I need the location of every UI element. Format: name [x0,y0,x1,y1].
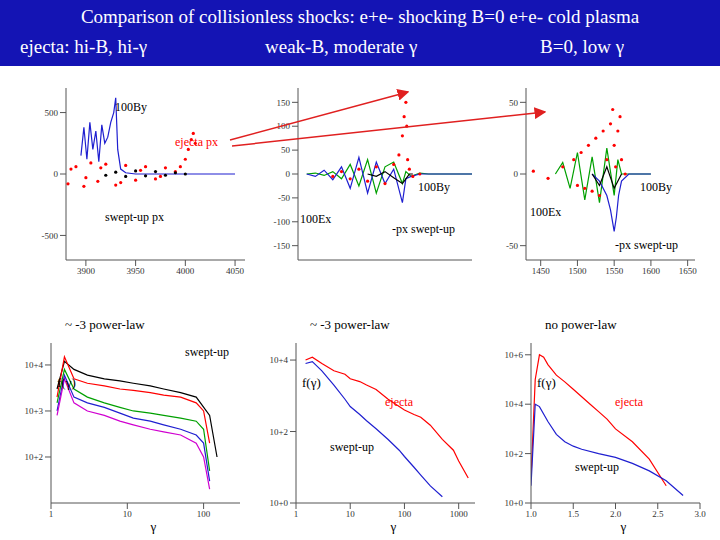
svg-text:100: 100 [197,509,211,519]
svg-text:10+4: 10+4 [269,355,288,365]
html-text:γ: γ [620,519,627,534]
svg-text:-50: -50 [278,193,290,203]
svg-text:0: 0 [54,169,59,179]
svg-text:3.0: 3.0 [694,509,706,519]
html-text:Comparison of collisionless sh: Comparison of collisionless shocks: e+e-… [80,6,640,27]
html-text:ejecta: ejecta [615,395,643,409]
svg-text:10+3: 10+3 [24,406,43,416]
html-text:B=0, low γ: B=0, low γ [540,36,624,57]
svg-text:3900: 3900 [77,266,96,276]
html-text:weak-B, moderate γ: weak-B, moderate γ [265,36,418,57]
html-text:ejecta px: ejecta px [175,135,218,149]
svg-text:50: 50 [281,145,291,155]
html-text:f(γ): f(γ) [57,375,76,390]
html-text:~ -3 power-law: ~ -3 power-law [65,317,145,332]
svg-text:10+4: 10+4 [24,360,43,370]
html-text:swept-up: swept-up [575,460,619,474]
svg-text:1.5: 1.5 [568,509,580,519]
svg-text:1450: 1450 [532,266,551,276]
svg-text:1.0: 1.0 [525,509,537,519]
svg-text:10+0: 10+0 [269,498,288,508]
svg-text:3950: 3950 [127,266,146,276]
html-text:100Ex: 100Ex [300,212,332,226]
html-text:γ: γ [150,519,157,534]
svg-text:4050: 4050 [226,266,245,276]
svg-text:2.5: 2.5 [652,509,664,519]
svg-text:0: 0 [514,169,519,179]
html-text:-px swept-up: -px swept-up [392,222,455,236]
svg-text:4000: 4000 [176,266,195,276]
svg-text:1550: 1550 [605,266,624,276]
svg-text:0: 0 [286,169,291,179]
svg-text:10+6: 10+6 [504,350,523,360]
svg-text:1000: 1000 [450,509,469,519]
svg-text:1650: 1650 [679,266,698,276]
svg-text:150: 150 [277,98,291,108]
svg-text:100: 100 [277,121,291,131]
svg-text:100: 100 [398,509,412,519]
svg-text:-100: -100 [274,217,291,227]
svg-text:500: 500 [45,108,59,118]
svg-text:10+0: 10+0 [504,498,523,508]
html-text:100By: 100By [418,180,450,194]
svg-text:10+2: 10+2 [504,449,523,459]
svg-text:10: 10 [346,509,356,519]
html-text:~ -3 power-law: ~ -3 power-law [310,317,390,332]
svg-text:10+4: 10+4 [504,399,523,409]
html-text:100Ex: 100Ex [530,205,562,219]
svg-text:1600: 1600 [642,266,661,276]
svg-text:-500: -500 [42,231,59,241]
svg-text:50: 50 [509,98,519,108]
html-text:γ: γ [390,519,397,534]
html-text:100By: 100By [640,180,672,194]
html-text:no power-law: no power-law [545,317,617,332]
html-text:swept-up: swept-up [185,345,229,359]
svg-text:2.0: 2.0 [610,509,622,519]
html-text:f(γ): f(γ) [302,375,321,390]
svg-text:10: 10 [123,509,133,519]
svg-text:-150: -150 [274,241,291,251]
svg-text:1500: 1500 [568,266,587,276]
html-text:f(γ): f(γ) [537,375,556,390]
svg-text:1: 1 [294,509,299,519]
svg-text:10+2: 10+2 [24,452,43,462]
html-text:ejecta: ejecta [385,395,413,409]
html-text:-px swept-up: -px swept-up [615,238,678,252]
svg-text:1: 1 [49,509,54,519]
svg-text:-50: -50 [506,241,518,251]
svg-text:10+2: 10+2 [269,427,288,437]
html-text:swept-up: swept-up [330,440,374,454]
html-text:100By: 100By [115,100,147,114]
html-text:swept-up px: swept-up px [105,210,164,224]
html-text:ejecta: hi-B, hi-γ: ejecta: hi-B, hi-γ [20,36,148,57]
